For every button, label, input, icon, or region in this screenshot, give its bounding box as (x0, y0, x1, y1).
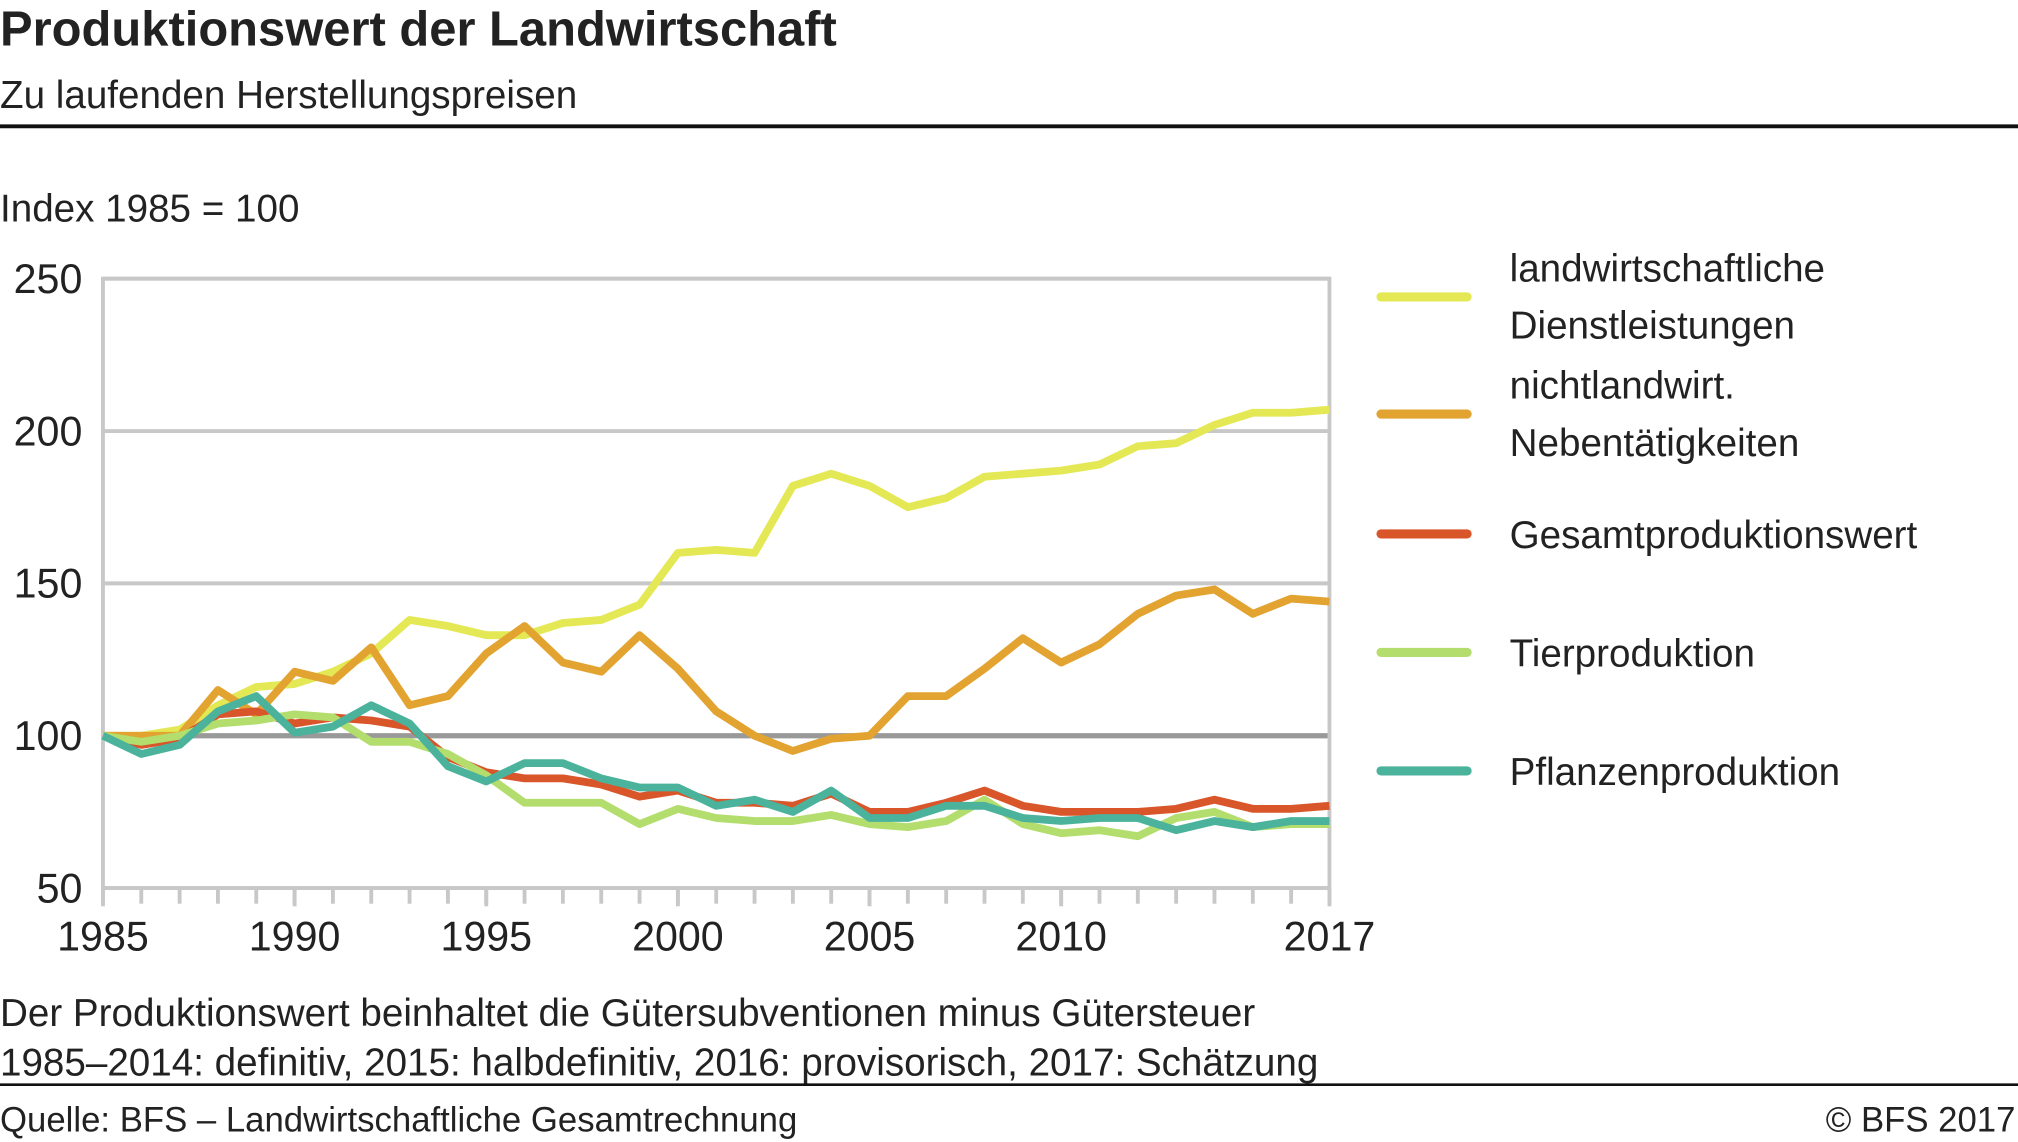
series-line (101, 692, 1330, 835)
x-tick-label: 2010 (1015, 913, 1107, 959)
y-tick-label: 100 (14, 713, 83, 759)
x-tick-label: 1985 (57, 913, 149, 959)
x-tick-label: 1995 (440, 913, 532, 959)
y-tick-label: 150 (14, 560, 83, 606)
source: Quelle: BFS – Landwirtschaftliche Gesamt… (0, 1100, 797, 1139)
copyright: © BFS 2017 (1826, 1100, 2016, 1139)
y-axis-label: Index 1985 = 100 (0, 187, 299, 230)
x-tick-label: 2017 (1284, 913, 1376, 959)
legend-label: Pflanzenproduktion (1510, 751, 1840, 794)
note: Der Produktionswert beinhaltet die Güter… (0, 992, 1255, 1035)
x-tick-label: 2000 (632, 913, 724, 959)
series-line (102, 710, 1330, 841)
y-tick-label: 200 (14, 408, 83, 454)
x-tick-label: 1990 (249, 913, 341, 959)
x-tick-label: 2005 (824, 913, 916, 959)
legend-label: landwirtschaftliche Dienstleistungen (1510, 247, 1825, 348)
y-tick-label: 50 (37, 865, 83, 911)
series-line (102, 405, 1330, 740)
y-tick-label: 250 (14, 256, 83, 302)
series-line (102, 585, 1330, 755)
legend-label: Gesamtproduktionswert (1510, 514, 1918, 557)
legend-label: nichtlandwirt. Nebentätigkeiten (1510, 364, 1800, 465)
legend-label: Tierproduktion (1510, 633, 1755, 676)
chart-subtitle: Zu laufenden Herstellungspreisen (0, 74, 577, 117)
note: 1985–2014: definitiv, 2015: halbdefiniti… (0, 1041, 1318, 1084)
chart-title: Produktionswert der Landwirtschaft (0, 1, 837, 56)
